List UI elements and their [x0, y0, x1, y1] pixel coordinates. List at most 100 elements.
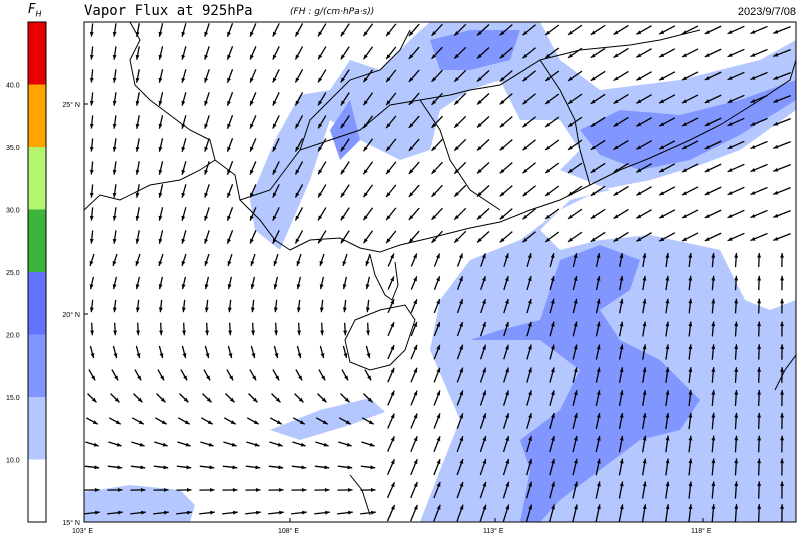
wind-arrow	[476, 115, 490, 129]
wind-arrow	[549, 298, 555, 314]
wind-arrow	[456, 298, 464, 314]
wind-arrow	[544, 231, 560, 243]
wind-arrow	[711, 321, 716, 337]
wind-arrow	[750, 163, 768, 173]
wind-arrow	[181, 69, 187, 83]
wind-arrow	[342, 345, 348, 359]
wind-arrow	[757, 321, 762, 337]
wind-arrow	[294, 230, 304, 244]
wind-arrow	[271, 393, 281, 403]
wind-vectors	[84, 23, 791, 522]
wind-arrow	[502, 390, 510, 406]
wind-arrow	[590, 162, 606, 174]
wind-arrow	[387, 253, 395, 267]
wind-arrow	[250, 276, 256, 290]
wind-arrow	[590, 139, 606, 151]
wind-arrow	[479, 390, 487, 406]
wind-arrow	[408, 207, 420, 221]
wind-arrow	[522, 208, 536, 220]
wind-arrow	[112, 69, 117, 83]
wind-arrow	[750, 71, 768, 81]
wind-arrow	[750, 232, 768, 242]
coast-arc	[349, 474, 371, 516]
wind-arrow	[688, 321, 693, 337]
wind-arrow	[296, 345, 302, 359]
map-title: Vapor Flux at 925hPa	[84, 3, 253, 19]
wind-arrow	[642, 252, 647, 268]
wind-arrow	[595, 435, 601, 453]
colorbar-title-main: F	[28, 2, 36, 17]
wind-arrow	[780, 458, 785, 476]
wind-arrow	[665, 504, 670, 522]
wind-arrow	[567, 185, 583, 197]
wind-arrow	[549, 321, 555, 337]
wind-arrow	[502, 435, 510, 453]
wind-arrow	[526, 253, 532, 267]
wind-arrow	[90, 322, 95, 336]
wind-arrow	[636, 186, 652, 196]
wind-arrow	[297, 322, 302, 336]
wind-arrow	[135, 46, 140, 60]
wind-arrow	[480, 253, 486, 267]
wind-arrow	[273, 253, 279, 267]
wind-arrow	[153, 510, 169, 515]
wind-arrow	[757, 458, 762, 476]
wind-arrow	[433, 276, 441, 290]
wind-arrow	[338, 417, 352, 425]
wind-arrow	[292, 417, 306, 425]
wind-arrow	[431, 184, 443, 198]
wind-arrow	[158, 184, 164, 198]
wind-arrow	[361, 417, 375, 425]
wind-arrow	[522, 185, 536, 197]
wind-arrow	[245, 465, 261, 470]
wind-arrow	[158, 69, 164, 83]
wind-arrow	[773, 233, 791, 241]
wind-arrow	[688, 481, 693, 499]
wind-arrow	[249, 46, 257, 60]
wind-arrow	[750, 25, 768, 35]
wind-arrow	[158, 230, 164, 244]
wind-arrow	[544, 47, 560, 59]
wind-arrow	[549, 390, 555, 406]
wind-arrow	[681, 94, 699, 104]
wind-arrow	[337, 488, 353, 492]
wind-arrow	[337, 510, 353, 515]
wind-arrow	[204, 253, 210, 267]
wind-arrow	[273, 276, 279, 290]
wind-arrow	[112, 299, 117, 313]
wind-arrow	[711, 275, 716, 291]
wind-arrow	[757, 435, 762, 453]
lon-label: 113° E	[483, 527, 504, 535]
wind-arrow	[757, 252, 762, 268]
wind-arrow	[642, 412, 647, 430]
wind-arrow	[272, 207, 280, 221]
wind-arrow	[433, 298, 441, 314]
wind-arrow	[181, 115, 187, 129]
wind-arrow	[590, 116, 606, 128]
wind-arrow	[386, 504, 396, 522]
wind-arrow	[89, 115, 94, 129]
wind-arrow	[158, 161, 164, 175]
wind-arrow	[613, 93, 629, 105]
wind-arrow	[750, 48, 768, 58]
wind-arrow	[89, 345, 95, 359]
wind-arrow	[226, 69, 234, 83]
wind-arrow	[525, 481, 533, 499]
wind-arrow	[204, 207, 210, 221]
wind-arrow	[572, 344, 578, 360]
wind-arrow	[618, 298, 624, 314]
wind-arrow	[665, 481, 670, 499]
wind-arrow	[503, 321, 509, 337]
wind-arrow	[227, 345, 233, 359]
wind-arrow	[595, 412, 601, 430]
wind-arrow	[476, 46, 490, 60]
wind-arrow	[453, 46, 467, 60]
wind-arrow	[222, 465, 238, 470]
coastline-borders	[84, 22, 796, 516]
wind-arrow	[636, 140, 652, 150]
wind-arrow	[572, 390, 578, 406]
wind-arrow	[272, 92, 280, 106]
wind-arrow	[595, 298, 601, 314]
